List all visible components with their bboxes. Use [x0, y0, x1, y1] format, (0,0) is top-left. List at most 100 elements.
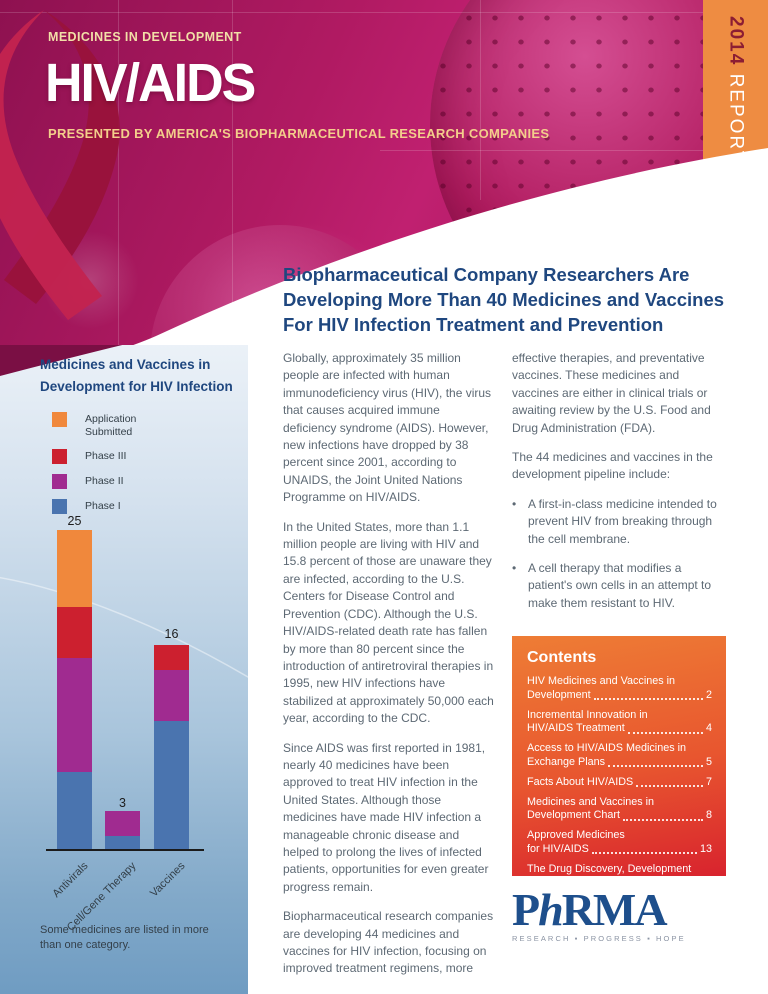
paragraph: The 44 medicines and vaccines in the dev… — [512, 450, 713, 482]
legend-item-phase-ii: Phase II — [52, 474, 136, 489]
legend-label: Phase III — [85, 450, 127, 462]
legend-label: Application Submitted — [85, 413, 137, 438]
stacked-bar-vaccines — [154, 644, 189, 849]
logo-letters: RMA — [561, 884, 668, 935]
legend-swatch-phase-iii — [52, 449, 67, 464]
decorative-gridline — [380, 150, 768, 151]
toc-entry-text: Development — [527, 688, 591, 701]
chart-title-line2: Development for HIV Infection — [40, 379, 233, 394]
toc-entry[interactable]: The Drug Discovery, Development and Appr… — [527, 863, 712, 890]
paragraph: effective therapies, and preventative va… — [512, 351, 711, 435]
chart-sidebar: Medicines and Vaccines in Development fo… — [0, 338, 248, 994]
report-cover-banner: MEDICINES IN DEVELOPMENT HIV/AIDS PRESEN… — [0, 0, 768, 345]
toc-leader-dots — [591, 852, 697, 854]
report-subtitle: PRESENTED BY AMERICA'S BIOPHARMACEUTICAL… — [48, 126, 550, 141]
bar-value-vaccines: 16 — [164, 627, 179, 641]
phrma-wordmark: PhRMA — [512, 887, 727, 933]
toc-page-number: 15 — [699, 876, 712, 888]
toc-entry[interactable]: Medicines and Vaccines in Development Ch… — [527, 796, 712, 823]
toc-page-number: 7 — [705, 775, 712, 788]
toc-entry[interactable]: Approved Medicines for HIV/AIDS 13 — [527, 829, 712, 856]
paragraph: Since AIDS was first reported in 1981, n… — [283, 740, 489, 894]
decorative-gridline — [118, 0, 119, 345]
legend-item-phase-i: Phase I — [52, 499, 136, 514]
article-headline: Biopharmaceutical Company Researchers Ar… — [283, 262, 743, 337]
toc-entry-text: Incremental Innovation in — [527, 708, 648, 721]
phrma-logo: PhRMA RESEARCH ▪ PROGRESS ▪ HOPE — [512, 887, 727, 944]
legend-swatch-phase-ii — [52, 474, 67, 489]
decorative-gridline — [480, 0, 481, 200]
toc-entry-text: Medicines and Vaccines in — [527, 795, 655, 808]
stacked-bar-antivirals — [57, 530, 92, 849]
body-column-1: Globally, approximately 35 million peopl… — [283, 350, 495, 990]
legend-label: Phase II — [85, 475, 124, 487]
toc-entry[interactable]: HIV Medicines and Vaccines in Developmen… — [527, 675, 712, 702]
table-of-contents: Contents HIV Medicines and Vaccines in D… — [512, 636, 726, 888]
white-curve-divider — [133, 148, 768, 345]
toc-page-number: 2 — [705, 688, 712, 701]
phrma-tagline: RESEARCH ▪ PROGRESS ▪ HOPE — [512, 934, 686, 943]
toc-entry-text: Facts About HIV/AIDS — [527, 775, 634, 788]
toc-page-number: 13 — [699, 842, 712, 855]
toc-entry-text: Development Chart — [527, 809, 621, 821]
chart-legend: Application Submitted Phase III Phase II … — [52, 412, 136, 524]
legend-swatch-phase-i — [52, 499, 67, 514]
toc-page-number: 5 — [705, 755, 712, 768]
logo-letter: P — [512, 884, 540, 935]
report-title: HIV/AIDS — [45, 53, 256, 114]
decorative-gridline — [232, 0, 233, 345]
legend-swatch-application-submitted — [52, 412, 67, 427]
chart-x-axis — [46, 849, 204, 851]
toc-entry-text: Approved Medicines — [527, 829, 625, 841]
toc-leader-dots — [636, 785, 703, 787]
bullet-text: A cell therapy that modifies a patient's… — [528, 561, 712, 610]
header-overlap-wedge — [0, 338, 152, 376]
report-label: REPORT — [725, 73, 747, 165]
paragraph: Biopharmaceutical research companies are… — [283, 909, 494, 976]
headline-line1: Biopharmaceutical Company Researchers Ar… — [283, 264, 690, 285]
toc-entry[interactable]: Incremental Innovation in HIV/AIDS Treat… — [527, 709, 712, 736]
toc-page-number: 4 — [705, 722, 712, 734]
bullet-item: • A cell therapy that modifies a patient… — [512, 560, 727, 612]
bar-value-antivirals: 25 — [67, 514, 82, 528]
aids-awareness-ribbon-icon — [0, 10, 120, 320]
bullet-text: A first-in-class medicine intended to pr… — [528, 496, 717, 546]
toc-leader-dots — [623, 818, 703, 821]
bullet-marker: • — [512, 496, 517, 511]
chart-title: Medicines and Vaccines in Development fo… — [40, 354, 233, 398]
toc-entry-text: Access to HIV/AIDS Medicines in — [527, 742, 687, 754]
toc-entry-text: for HIV/AIDS — [527, 842, 589, 855]
report-kicker: MEDICINES IN DEVELOPMENT — [48, 30, 242, 44]
bullet-item: • A first-in-class medicine intended to … — [512, 496, 727, 548]
toc-leader-dots — [635, 885, 697, 888]
body-column-2: effective therapies, and preventative va… — [512, 350, 727, 624]
toc-entry-text: and Approval Process — [527, 876, 633, 888]
toc-entry-text: The Drug Discovery, Development — [527, 862, 692, 875]
toc-entry-text: HIV/AIDS Treatment — [527, 722, 625, 734]
stacked-bar-cell-gene-therapy — [105, 810, 140, 849]
decorative-arc — [0, 576, 248, 678]
bullet-marker: • — [512, 561, 517, 576]
toc-leader-dots — [593, 698, 703, 700]
toc-leader-dots — [627, 731, 703, 734]
contents-title: Contents — [527, 649, 597, 666]
paragraph: In the United States, more than 1.1 mill… — [283, 519, 494, 726]
bullet-list: • A first-in-class medicine intended to … — [512, 496, 727, 612]
decorative-gridline — [0, 12, 768, 13]
paragraph: Globally, approximately 35 million peopl… — [283, 351, 492, 505]
chart-title-line1: Medicines and Vaccines in — [40, 357, 211, 372]
legend-label: Phase I — [85, 500, 121, 512]
toc-entry[interactable]: Facts About HIV/AIDS 7 — [527, 776, 712, 790]
toc-page-number: 8 — [705, 809, 712, 821]
legend-item-application-submitted: Application Submitted — [52, 412, 136, 439]
report-year: 2014 — [725, 16, 747, 67]
toc-entry[interactable]: Access to HIV/AIDS Medicines in Exchange… — [527, 742, 712, 769]
headline-line2: Developing More Than 40 Medicines and Va… — [283, 289, 725, 310]
headline-line3: For HIV Infection Treatment and Preventi… — [283, 314, 664, 335]
toc-leader-dots — [608, 765, 703, 767]
toc-entry-text: Exchange Plans — [527, 755, 606, 768]
chart-footnote: Some medicines are listed in more than o… — [40, 924, 209, 951]
legend-item-phase-iii: Phase III — [52, 449, 136, 464]
toc-entry-text: HIV Medicines and Vaccines in — [527, 675, 676, 687]
